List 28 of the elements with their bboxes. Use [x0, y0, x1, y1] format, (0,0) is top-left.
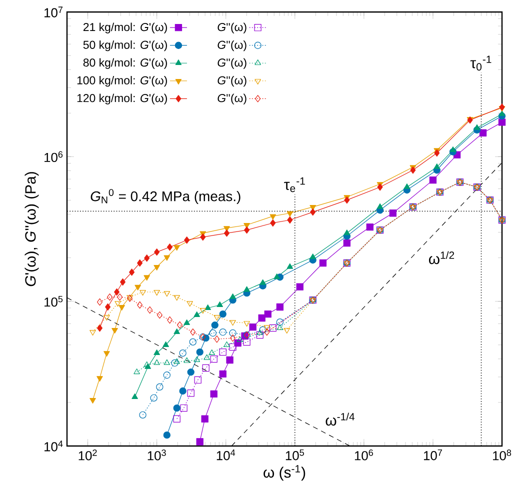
- legend-label: 100 kg/mol: G'(ω): [77, 76, 167, 87]
- x-tick-label: 10$^{5}$: [286, 450, 304, 460]
- x-tick-label: 10$^{8}$: [493, 450, 512, 460]
- legend-label: 21 kg/mol: G'(ω): [83, 22, 167, 34]
- annotation: G$_{N}$$^{0}$ = 0.42 MPa (meas.): [90, 189, 240, 204]
- x-tick-label: 10$^{4}$: [216, 450, 236, 460]
- legend-label: G''(ω): [218, 40, 246, 52]
- ref-line-label: τ$_{0}$-1: [470, 56, 492, 71]
- legend-label: 50 kg/mol: G'(ω): [83, 40, 167, 52]
- legend-label: 120 kg/mol: G'(ω): [77, 94, 167, 104]
- y-tick-label: 10$^{4}$: [44, 440, 63, 452]
- series-label: ω$^{1/2}$: [428, 251, 454, 264]
- y-tick-label: 10$^{7}$: [44, 6, 63, 18]
- series-label: ω$^{-1/4}$: [326, 412, 355, 426]
- ref-line-label: τ$_{e}$-1: [284, 177, 305, 192]
- legend-label: G''(ω): [218, 58, 246, 69]
- y-tick-label: 10$^{6}$: [44, 151, 63, 162]
- x-tick-label: 10$^{3}$: [148, 450, 166, 460]
- legend-label: G''(ω): [218, 94, 246, 104]
- x-tick-label: 10$^{7}$: [424, 450, 442, 460]
- legend-label: G''(ω): [218, 22, 246, 34]
- x-tick-label: 10$^{6}$: [354, 450, 374, 460]
- y-tick-label: 10$^{5}$: [44, 296, 63, 307]
- x-tick-label: 10$^{2}$: [78, 450, 97, 460]
- x-axis-title: ω (s$^{-1}$): [264, 465, 306, 481]
- y-axis-title: G'(ω), G''(ω) (Pa): [24, 172, 39, 286]
- legend-label: 80 kg/mol: G'(ω): [83, 58, 167, 69]
- legend-label: G''(ω): [218, 76, 246, 87]
